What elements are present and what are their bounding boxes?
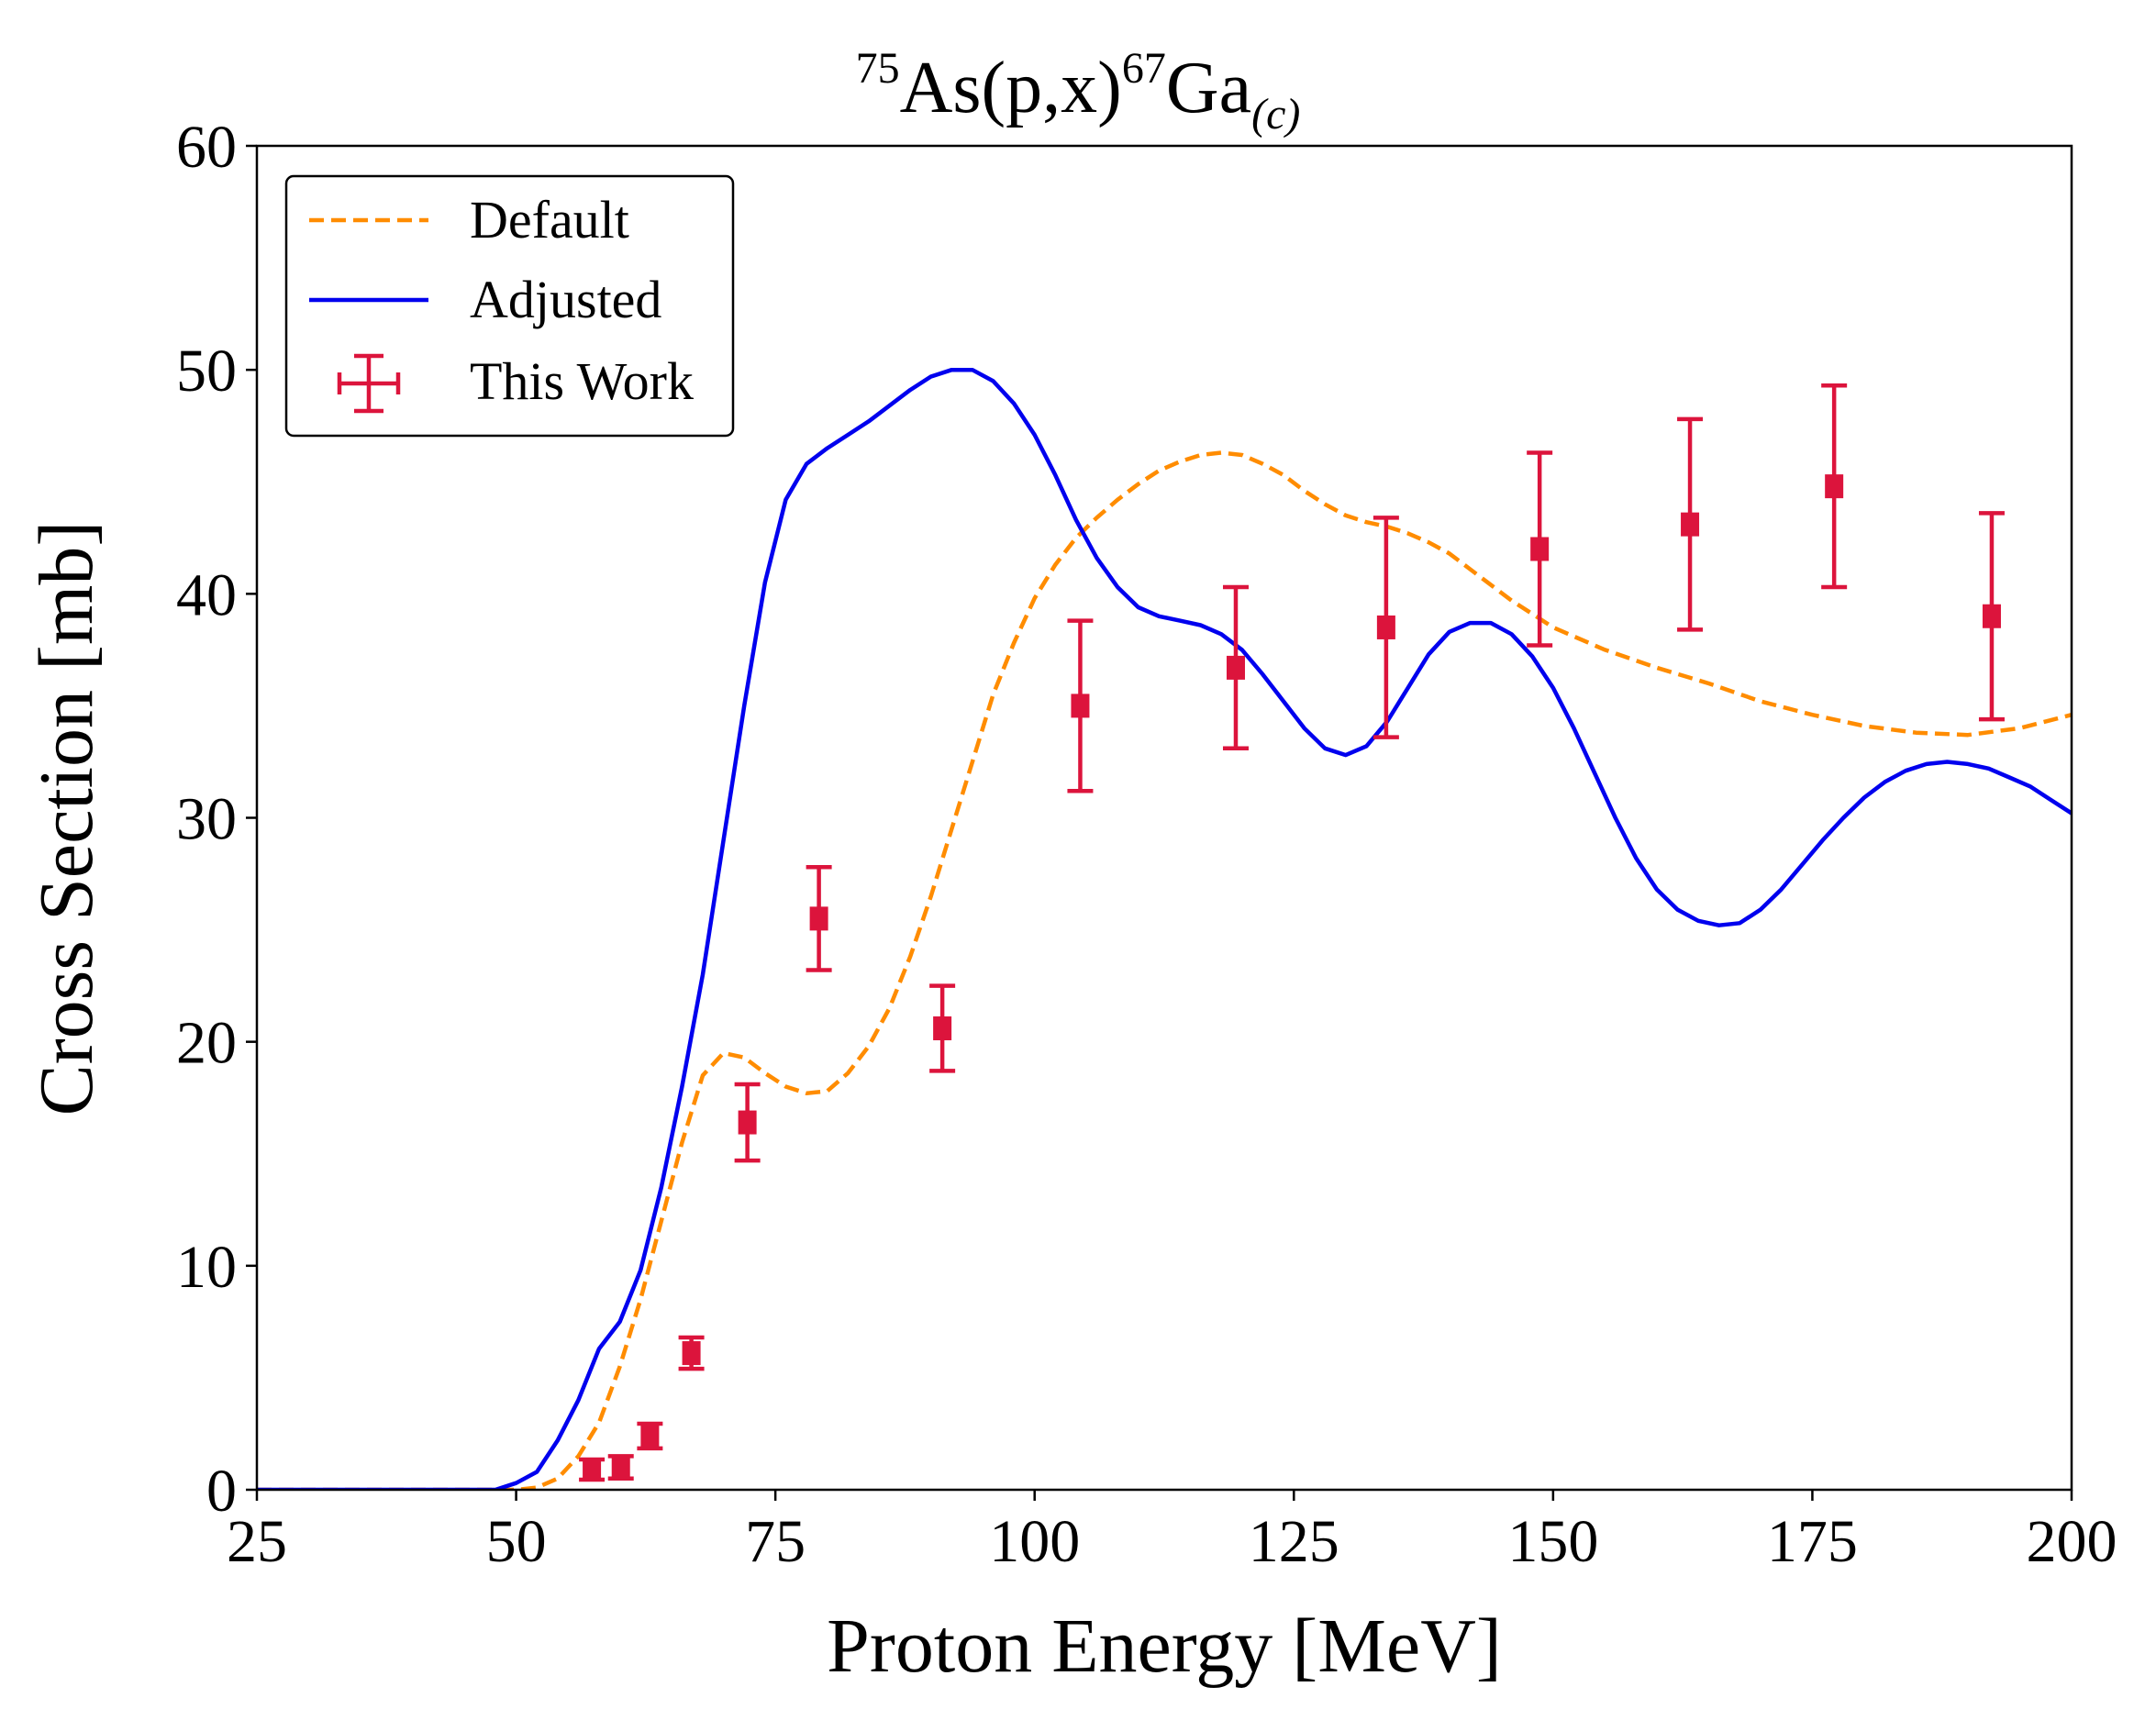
data-marker [738, 1110, 757, 1135]
title-target-reaction: As(p,x) [900, 48, 1122, 128]
y-tick-label: 10 [176, 1234, 237, 1301]
data-point [579, 1457, 606, 1482]
x-tick-label: 100 [989, 1508, 1080, 1575]
title-subscript: (c) [1251, 90, 1300, 139]
data-point [678, 1335, 705, 1371]
data-point [734, 1082, 761, 1163]
data-point [1373, 516, 1399, 739]
y-tick-label: 50 [176, 338, 237, 405]
y-tick-label: 40 [176, 561, 237, 628]
data-point [929, 983, 956, 1073]
data-marker [1825, 474, 1844, 499]
x-tick-label: 150 [1507, 1508, 1598, 1575]
data-marker [1071, 694, 1090, 718]
data-marker [1376, 615, 1395, 639]
data-point [1677, 416, 1704, 632]
data-marker [933, 1016, 952, 1041]
legend-this-work-swatch [337, 353, 401, 414]
data-point [1222, 584, 1249, 751]
data-marker [1982, 604, 2001, 628]
data-marker [809, 906, 828, 931]
y-tick-label: 0 [206, 1458, 237, 1525]
data-marker [611, 1455, 630, 1480]
data-marker [1681, 512, 1700, 537]
series-this-work [579, 383, 2005, 1482]
legend-box [284, 174, 735, 438]
data-marker [1530, 537, 1550, 561]
data-point [1527, 450, 1553, 648]
x-axis-label: Proton Energy [MeV] [827, 1603, 1502, 1689]
x-tick-label: 125 [1249, 1508, 1339, 1575]
y-tick-label: 60 [176, 114, 237, 181]
legend-adjusted-label: Adjusted [470, 270, 661, 329]
data-point [637, 1421, 663, 1451]
legend-default-label: Default [470, 190, 629, 250]
data-point [607, 1454, 634, 1481]
title-product: Ga [1166, 48, 1251, 128]
chart-title: 75As(p,x)67Ga(c) [856, 44, 1301, 139]
x-tick-label: 200 [2027, 1508, 2117, 1575]
data-point [806, 864, 832, 972]
y-axis-label: Cross Section [mb] [24, 521, 109, 1116]
title-superscript-67: 67 [1122, 44, 1166, 93]
data-point [1067, 618, 1094, 793]
series-default-line [257, 450, 2072, 1490]
x-tick-label: 75 [745, 1508, 806, 1575]
x-tick-label: 50 [486, 1508, 547, 1575]
plot-frame [255, 144, 2073, 1492]
x-tick-label: 25 [227, 1508, 287, 1575]
y-tick-label: 30 [176, 786, 237, 853]
series-adjusted-line [257, 367, 2072, 1490]
data-point [1821, 383, 1848, 590]
y-tick-label: 20 [176, 1010, 237, 1077]
data-marker [1226, 655, 1245, 680]
title-superscript-75: 75 [856, 44, 900, 93]
data-point [1978, 511, 2005, 722]
legend: Default Adjusted This Work [284, 174, 735, 438]
data-marker [583, 1458, 602, 1482]
data-marker [682, 1341, 701, 1366]
x-tick-label: 175 [1767, 1508, 1858, 1575]
legend-this-work-label: This Work [470, 351, 694, 411]
data-marker [640, 1424, 660, 1448]
